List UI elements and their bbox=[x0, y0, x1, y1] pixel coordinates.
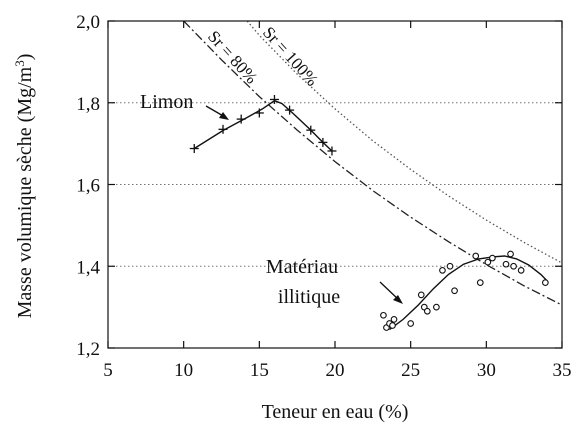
data-point-limon bbox=[327, 146, 337, 156]
materiau-arrow bbox=[379, 281, 400, 301]
data-point-materiau bbox=[446, 262, 454, 270]
data-point-materiau bbox=[472, 252, 480, 260]
y-axis-label: Masse volumique sèche (Mg/m3) bbox=[12, 54, 36, 319]
x-tick-label: 10 bbox=[174, 360, 193, 381]
sr-80-label: Sr = 80% bbox=[204, 27, 261, 88]
data-point-materiau bbox=[380, 311, 387, 319]
y-tick-label: 2,0 bbox=[76, 12, 100, 33]
y-tick-label: 1,2 bbox=[76, 339, 100, 360]
data-point-limon bbox=[236, 114, 246, 124]
data-point-limon bbox=[189, 144, 199, 154]
data-point-limon bbox=[254, 108, 264, 118]
gridlines bbox=[108, 102, 562, 267]
saturation-curve-sr80 bbox=[183, 21, 562, 306]
data-point-limon bbox=[218, 124, 228, 134]
data-point-materiau bbox=[407, 320, 415, 327]
data-point-materiau bbox=[542, 279, 549, 286]
data-point-materiau bbox=[489, 254, 496, 262]
data-point-materiau bbox=[517, 266, 525, 274]
data-point-materiau bbox=[476, 279, 484, 286]
x-axis-ticks: 5 10 15 20 25 30 35 bbox=[103, 21, 572, 381]
data-point-materiau bbox=[389, 322, 396, 329]
data-point-limon bbox=[306, 125, 316, 135]
data-point-limon bbox=[318, 137, 328, 147]
data-point-materiau bbox=[423, 307, 431, 315]
materiau-arrowhead bbox=[393, 295, 403, 304]
y-tick-label: 1,4 bbox=[76, 257, 100, 278]
limon-arrowhead bbox=[219, 112, 229, 120]
x-tick-label: 15 bbox=[250, 360, 269, 381]
materiau-label-line1: Matériau bbox=[266, 256, 338, 278]
data-point-materiau bbox=[451, 287, 458, 295]
x-tick-label: 25 bbox=[401, 360, 420, 381]
y-tick-label: 1,8 bbox=[76, 94, 100, 115]
data-point-materiau bbox=[507, 250, 514, 258]
data-points bbox=[189, 94, 549, 331]
data-point-limon bbox=[269, 94, 279, 104]
data-point-materiau bbox=[439, 266, 446, 274]
x-tick-label: 5 bbox=[103, 360, 113, 381]
data-point-materiau bbox=[417, 291, 425, 299]
data-point-materiau bbox=[390, 316, 398, 323]
data-point-materiau bbox=[484, 258, 492, 266]
sr-100-label: Sr = 100% bbox=[259, 23, 322, 90]
materiau-label-line2: illitique bbox=[278, 286, 340, 308]
x-tick-label: 35 bbox=[553, 360, 572, 381]
fit-curve-limon bbox=[193, 99, 333, 152]
x-tick-label: 30 bbox=[477, 360, 496, 381]
y-tick-label: 1,6 bbox=[76, 176, 100, 197]
data-point-materiau bbox=[510, 262, 517, 270]
fit-curves bbox=[193, 99, 548, 331]
fit-curve-materiau bbox=[389, 255, 548, 331]
data-point-materiau bbox=[502, 260, 510, 268]
data-point-limon bbox=[285, 105, 295, 115]
x-tick-label: 20 bbox=[326, 360, 345, 381]
limon-label: Limon bbox=[140, 91, 193, 113]
data-point-materiau bbox=[433, 303, 440, 311]
y-axis-ticks: 1,2 1,4 1,6 1,8 2,0 bbox=[76, 12, 562, 360]
saturation-curves bbox=[183, 21, 562, 306]
x-axis-label: Teneur en eau (%) bbox=[262, 401, 409, 423]
